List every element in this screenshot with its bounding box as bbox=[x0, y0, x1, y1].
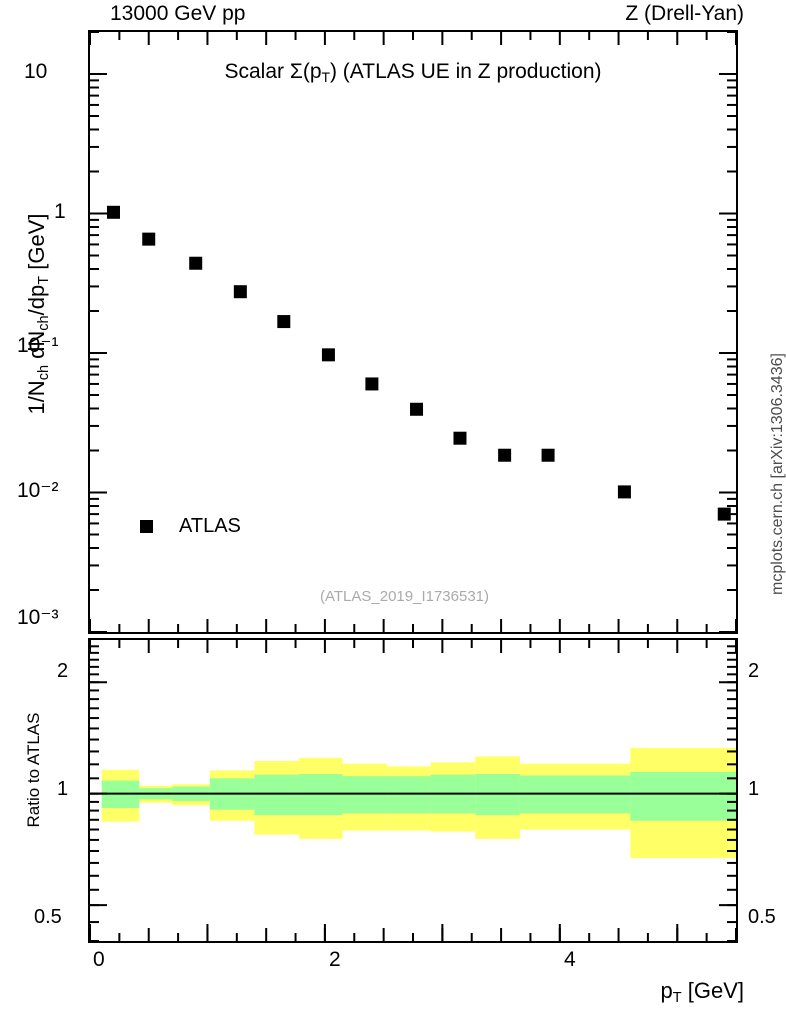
xtick-2: 2 bbox=[329, 948, 341, 971]
xtick-4: 4 bbox=[564, 948, 576, 971]
ratio-band-inner bbox=[387, 776, 431, 814]
data-point-marker bbox=[617, 485, 631, 499]
data-point-marker bbox=[453, 431, 467, 445]
main-ytick-1e-3: 10⁻³ bbox=[17, 606, 59, 629]
main-ytick-10: 10 bbox=[24, 60, 48, 83]
main-plot-panel bbox=[88, 30, 738, 634]
data-point-marker bbox=[106, 205, 120, 219]
ylab-d: [GeV] bbox=[23, 213, 49, 276]
data-point-marker bbox=[410, 402, 424, 416]
legend-marker-square-icon bbox=[140, 520, 153, 533]
xlab-pre: p bbox=[660, 978, 673, 1003]
ratio-ytick-2-right: 2 bbox=[748, 660, 760, 682]
ratio-band-inner bbox=[630, 771, 736, 821]
ratio-band-inner bbox=[254, 774, 300, 816]
main-ytick-1e-1: 10⁻¹ bbox=[17, 334, 59, 357]
data-point-marker bbox=[541, 448, 555, 462]
ratio-ytick-2-left: 2 bbox=[57, 660, 69, 682]
ratio-ytick-1-right: 1 bbox=[748, 778, 760, 800]
mcplots-watermark: mcplots.cern.ch [arXiv:1306.3436] bbox=[769, 353, 786, 595]
main-plot-canvas bbox=[89, 31, 737, 633]
ratio-ytick-05-right: 0.5 bbox=[748, 906, 776, 928]
data-point-marker bbox=[142, 232, 156, 246]
analysis-id-watermark: (ATLAS_2019_I1736531) bbox=[320, 588, 490, 605]
xlab-post: [GeV] bbox=[681, 978, 744, 1003]
data-point-marker bbox=[189, 256, 203, 270]
legend-label-atlas: ATLAS bbox=[179, 515, 241, 537]
data-point-marker bbox=[498, 448, 512, 462]
ratio-band-inner bbox=[342, 776, 388, 814]
legend: ATLAS bbox=[140, 515, 241, 538]
ylab-a: 1/N bbox=[23, 380, 49, 415]
main-y-axis-label: 1/Nch dNch/dpT [GeV] bbox=[24, 104, 52, 524]
title-sub: T bbox=[321, 68, 330, 85]
ratio-y-axis-label: Ratio to ATLAS bbox=[24, 712, 43, 828]
ylab-c: /dp bbox=[23, 284, 49, 316]
ylab-c-sub: T bbox=[36, 275, 53, 285]
data-point-marker bbox=[321, 348, 335, 362]
x-axis-label: pT [GeV] bbox=[661, 978, 744, 1006]
title-pre: Scalar Σ(p bbox=[224, 60, 322, 83]
data-point-marker bbox=[365, 377, 379, 391]
ratio-uncertainty-bands bbox=[101, 747, 736, 859]
main-ytick-1e-2: 10⁻² bbox=[17, 479, 59, 502]
ylab-a-sub: ch bbox=[36, 364, 53, 381]
xlab-sub: T bbox=[672, 990, 682, 1007]
ratio-ytick-05-left: 0.5 bbox=[34, 906, 62, 928]
series-atlas bbox=[106, 205, 731, 521]
data-point-marker bbox=[277, 315, 291, 329]
header-beam-info: 13000 GeV pp bbox=[110, 2, 246, 25]
ylab-b-sub: ch bbox=[36, 315, 53, 331]
title-post: ) (ATLAS UE in Z production) bbox=[329, 60, 602, 83]
xtick-0: 0 bbox=[93, 948, 105, 971]
data-point-marker bbox=[233, 285, 247, 299]
ratio-ytick-1-left: 1 bbox=[57, 778, 69, 800]
data-point-marker bbox=[717, 507, 731, 521]
header-process-label: Z (Drell-Yan) bbox=[625, 2, 744, 25]
main-ytick-1: 1 bbox=[54, 200, 66, 223]
main-plot-title: Scalar Σ(pT) (ATLAS UE in Z production) bbox=[88, 60, 738, 85]
ratio-plot-canvas bbox=[89, 640, 737, 942]
